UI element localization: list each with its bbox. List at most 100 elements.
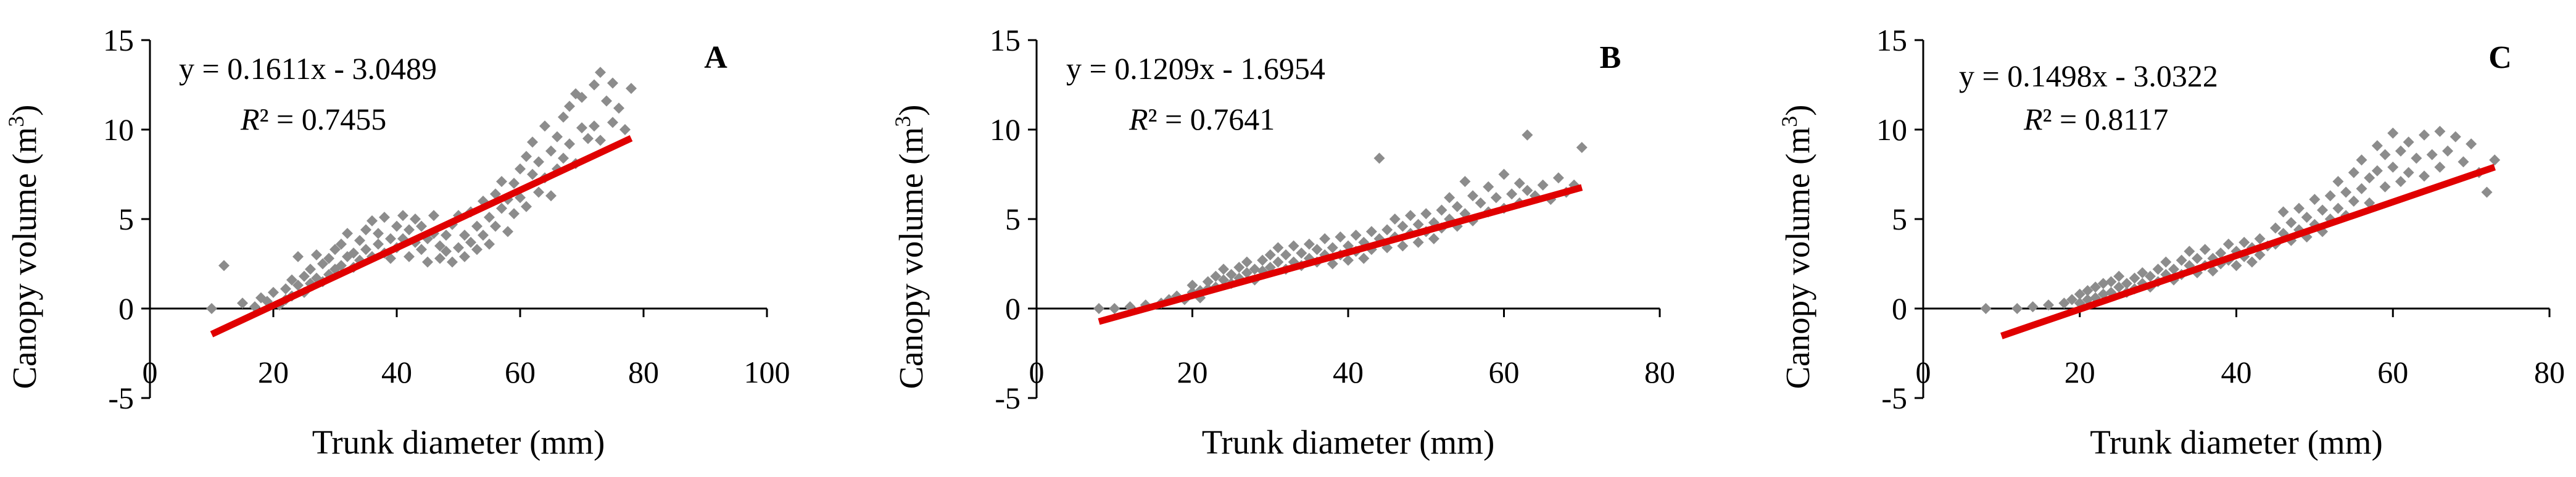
x-axis-title: Trunk diameter (mm): [312, 423, 605, 461]
data-point: [1218, 263, 1229, 275]
data-point: [447, 256, 458, 268]
data-point: [2121, 278, 2132, 289]
data-point: [336, 238, 347, 250]
data-point: [1202, 276, 1214, 288]
data-point: [2222, 238, 2234, 250]
data-point: [2403, 136, 2414, 148]
data-point: [496, 176, 507, 188]
data-point: [1327, 242, 1338, 254]
data-point: [2395, 176, 2406, 188]
trendline-equation: y = 0.1611x - 3.0489: [179, 51, 437, 86]
data-point: [582, 133, 594, 144]
data-point: [1350, 230, 1362, 241]
data-point: [1365, 226, 1377, 238]
data-point: [2403, 167, 2414, 178]
data-point: [1522, 129, 1533, 141]
x-axis-title: Trunk diameter (mm): [1202, 423, 1495, 461]
data-point: [2269, 222, 2281, 234]
trend-line: [1098, 184, 1583, 325]
data-point: [1576, 142, 1588, 153]
data-point: [2348, 196, 2359, 207]
data-point: [471, 244, 482, 255]
data-point: [533, 186, 544, 198]
y-tick-label: -5: [108, 381, 134, 415]
data-point: [348, 247, 359, 259]
data-point: [576, 91, 587, 103]
data-point: [1241, 267, 1253, 278]
data-point: [2238, 236, 2250, 248]
data-point: [2011, 303, 2023, 314]
y-tick-label: 10: [103, 112, 134, 147]
data-point: [416, 220, 427, 232]
x-tick-label: 20: [1177, 355, 1208, 389]
data-point: [336, 260, 347, 272]
data-point: [1412, 218, 1424, 230]
data-point: [317, 258, 328, 270]
data-point: [2356, 183, 2367, 194]
data-point: [2395, 145, 2406, 157]
data-point: [527, 168, 538, 180]
data-point: [1980, 303, 1992, 314]
data-point: [1514, 178, 1525, 189]
data-point: [1272, 242, 1284, 254]
data-point: [1288, 240, 1299, 252]
data-point: [286, 274, 297, 286]
data-point: [367, 215, 378, 226]
x-tick-label: 40: [1333, 355, 1364, 389]
data-point: [2129, 272, 2140, 284]
data-point: [619, 124, 631, 135]
data-point: [1109, 303, 1120, 314]
data-point: [428, 210, 439, 222]
data-point: [2364, 172, 2375, 184]
x-tick-label: 0: [143, 355, 158, 389]
data-point: [2105, 276, 2117, 288]
data-point: [2230, 260, 2242, 272]
data-point: [434, 240, 445, 252]
data-point: [2215, 247, 2227, 259]
trend-line: [210, 135, 633, 338]
data-point: [2160, 256, 2172, 268]
data-point: [292, 280, 304, 291]
data-point: [360, 244, 371, 255]
data-point: [2254, 249, 2266, 260]
trendline-equation: y = 0.1209x - 1.6954: [1066, 51, 1325, 86]
x-tick-label: 80: [628, 355, 659, 389]
data-point: [595, 135, 606, 146]
panel-label: B: [1600, 40, 1621, 75]
data-point: [323, 252, 334, 264]
data-point: [607, 77, 618, 89]
data-point: [2481, 186, 2493, 198]
y-tick-label: -5: [995, 381, 1021, 415]
data-point: [2458, 156, 2469, 168]
data-point: [521, 201, 532, 212]
data-point: [496, 202, 507, 214]
data-point: [218, 260, 230, 272]
data-point: [613, 102, 624, 114]
data-point: [1280, 249, 1291, 260]
y-tick-label: -5: [1881, 381, 1907, 415]
y-tick-label: 10: [990, 112, 1021, 147]
data-point: [1483, 181, 1494, 193]
data-point: [2426, 149, 2438, 160]
y-tick-label: 15: [990, 23, 1021, 57]
data-point: [2371, 165, 2383, 176]
data-point: [539, 120, 550, 132]
data-point: [2332, 176, 2344, 188]
y-tick-label: 0: [1892, 291, 1907, 326]
data-point: [2371, 140, 2383, 152]
data-point: [453, 242, 464, 254]
y-axis-title: Canopy volume (m3): [890, 105, 930, 389]
panel-label: C: [2488, 40, 2512, 75]
data-point: [1467, 190, 1478, 202]
y-tick-label: 5: [1005, 202, 1021, 236]
data-point: [1420, 208, 1432, 220]
data-point: [2442, 145, 2454, 157]
data-point: [2379, 181, 2391, 193]
data-point: [1405, 210, 1416, 222]
data-point: [558, 111, 569, 123]
data-point: [1272, 256, 1284, 268]
data-point: [1412, 236, 1424, 248]
data-point: [2411, 152, 2422, 164]
data-point: [2074, 288, 2085, 300]
data-point: [354, 234, 365, 246]
